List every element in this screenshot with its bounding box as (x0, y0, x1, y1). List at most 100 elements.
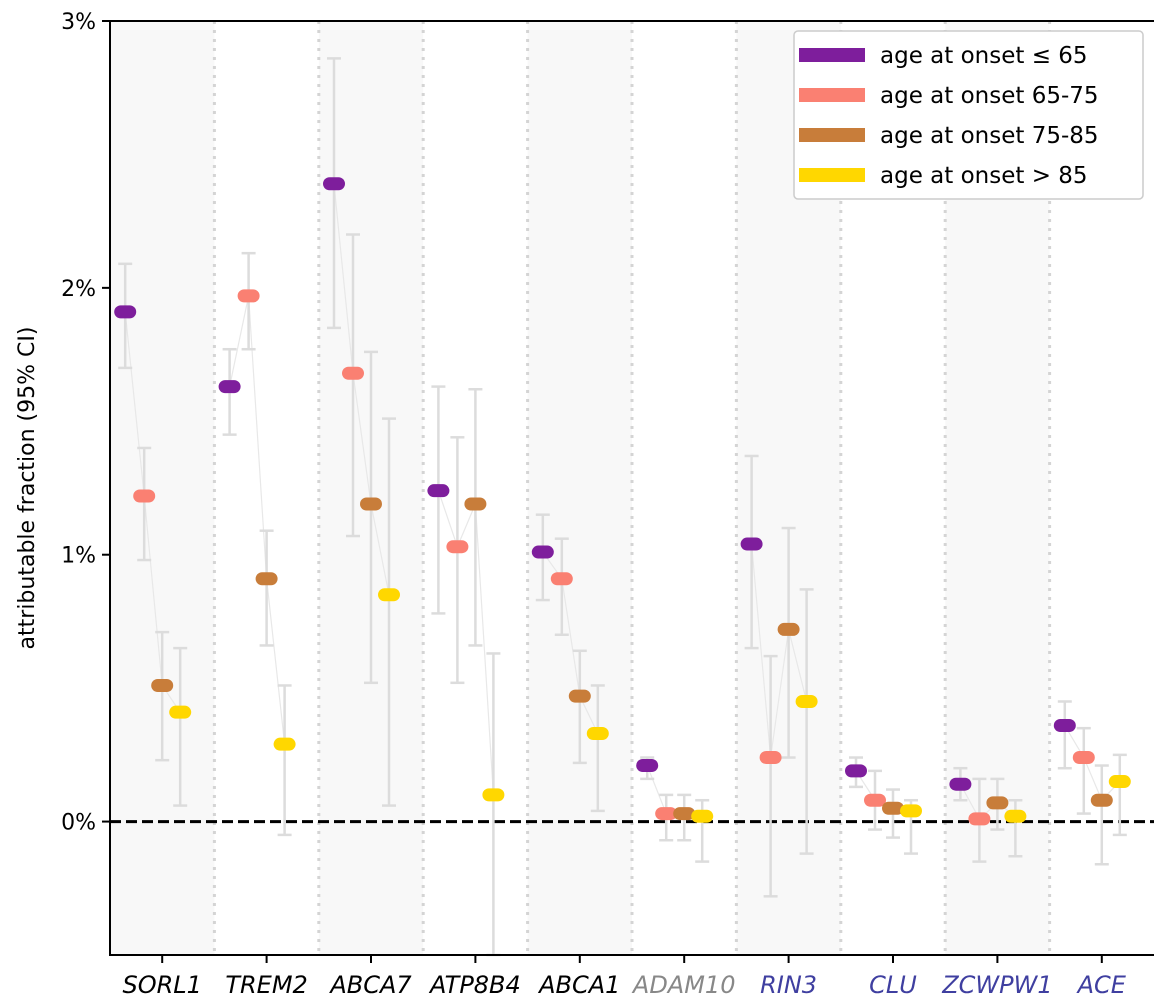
marker-ZCWPW1-1 (968, 812, 991, 826)
error-bar-SORL1-1 (137, 446, 152, 562)
marker-ZCWPW1-2 (986, 796, 1009, 810)
legend-label-0: age at onset ≤ 65 (880, 43, 1088, 69)
connector-ABCA1 (542, 551, 599, 734)
error-bar-ATP8B4-1 (450, 436, 465, 685)
gene-label-SORL1: SORL1 (122, 971, 201, 999)
error-bar-ABCA7-3 (382, 417, 396, 807)
error-bar-ACE-0 (1057, 700, 1072, 770)
marker-ADAM10-3 (691, 809, 714, 823)
error-bar-ACE-2 (1094, 764, 1109, 866)
connector-ATP8B4 (437, 490, 494, 795)
error-bar-ATP8B4-2 (468, 388, 483, 647)
error-bar-ADAM10-3 (695, 798, 710, 863)
marker-ABCA7-3 (378, 588, 400, 602)
connector-TREM2 (229, 295, 286, 745)
marker-ZCWPW1-3 (1004, 809, 1027, 823)
marker-ACE-3 (1108, 775, 1131, 789)
marker-ABCA1-1 (550, 572, 573, 586)
y-tick-label: 3% (61, 10, 96, 35)
marker-TREM2-1 (237, 289, 260, 303)
gene-label-ADAM10: ADAM10 (631, 971, 736, 999)
marker-CLU-2 (882, 801, 904, 815)
connector-SORL1 (124, 311, 181, 713)
legend-swatch-3 (799, 168, 865, 182)
error-bar-ABCA1-1 (554, 537, 569, 637)
y-axis-label: attributable fraction (95% CI) (15, 327, 40, 650)
error-bar-RIN3-0 (744, 454, 759, 650)
band-ABCA1 (527, 21, 632, 955)
marker-RIN3-0 (740, 537, 763, 551)
gene-label-RIN3: RIN3 (760, 971, 817, 999)
error-bar-ZCWPW1-3 (1008, 798, 1023, 858)
marker-ACE-0 (1053, 719, 1076, 733)
marker-ATP8B4-2 (464, 497, 487, 511)
y-tick-label: 2% (61, 277, 96, 302)
error-bar-ACE-3 (1112, 753, 1127, 837)
error-bar-ABCA7-0 (327, 57, 341, 330)
error-bar-RIN3-2 (781, 526, 796, 759)
gene-label-ABCA7: ABCA7 (328, 971, 412, 999)
error-bar-TREM2-3 (277, 684, 292, 837)
error-bar-ACE-1 (1076, 726, 1091, 815)
marker-ABCA7-0 (323, 177, 345, 191)
marker-ADAM10-2 (673, 807, 696, 821)
data-markers (114, 177, 1131, 826)
marker-TREM2-2 (255, 572, 278, 586)
band-SORL1 (110, 21, 215, 955)
legend-swatch-2 (799, 128, 865, 142)
error-bar-ABCA7-1 (346, 233, 360, 538)
marker-RIN3-1 (759, 751, 782, 765)
marker-CLU-3 (900, 804, 922, 818)
marker-CLU-0 (845, 764, 867, 778)
marker-ADAM10-0 (636, 759, 659, 773)
gene-label-ACE: ACE (1076, 971, 1127, 999)
gene-label-ABCA1: ABCA1 (537, 971, 620, 999)
gene-label-TREM2: TREM2 (225, 971, 307, 999)
error-bar-ABCA7-2 (364, 350, 378, 685)
marker-SORL1-1 (133, 489, 156, 503)
connector-ABCA7 (333, 183, 390, 595)
marker-ABCA1-2 (568, 689, 591, 703)
gene-label-CLU: CLU (869, 971, 917, 999)
connector-ACE (1064, 725, 1121, 802)
marker-ADAM10-1 (655, 807, 678, 821)
marker-ABCA1-0 (531, 545, 554, 559)
error-bar-ATP8B4-0 (431, 385, 446, 615)
marker-SORL1-3 (169, 705, 192, 719)
error-bar-ATP8B4-3 (486, 652, 501, 957)
marker-SORL1-0 (114, 305, 137, 319)
legend-swatch-1 (799, 88, 865, 102)
marker-RIN3-3 (795, 694, 818, 708)
y-tick-label: 0% (61, 811, 96, 836)
marker-RIN3-2 (777, 622, 800, 636)
y-axis: 0% 1% 2% 3% (61, 10, 110, 836)
gene-label-ZCWPW1: ZCWPW1 (941, 971, 1052, 999)
marker-ACE-2 (1090, 793, 1113, 807)
marker-ACE-1 (1072, 751, 1095, 765)
error-bar-RIN3-3 (799, 588, 814, 855)
connector-ZCWPW1 (959, 783, 1016, 820)
x-axis: SORL1 TREM2 ABCA7 ATP8B4 ABCA1 ADAM10 RIN3 CLU Z… (122, 955, 1127, 999)
legend: age at onset ≤ 65 age at onset 65-75 age a… (793, 30, 1144, 200)
plot-frame (109, 20, 1154, 956)
connector-RIN3 (751, 543, 808, 758)
error-bar-ABCA1-2 (572, 649, 587, 765)
gene-label-ATP8B4: ATP8B4 (428, 971, 521, 999)
error-bar-ABCA1-3 (590, 684, 605, 813)
legend-label-1: age at onset 65-75 (880, 83, 1099, 109)
error-bar-RIN3-1 (763, 654, 778, 898)
legend-swatch-0 (799, 48, 865, 62)
marker-SORL1-2 (151, 678, 174, 692)
marker-ABCA7-2 (360, 497, 382, 511)
marker-ABCA1-3 (586, 727, 609, 741)
error-bar-SORL1-3 (173, 646, 188, 807)
marker-ABCA7-1 (342, 366, 364, 380)
marker-ATP8B4-1 (446, 540, 469, 554)
error-bar-TREM2-2 (259, 529, 274, 647)
legend-box (793, 30, 1144, 200)
marker-CLU-1 (864, 793, 886, 807)
marker-ATP8B4-0 (427, 484, 450, 498)
legend-label-3: age at onset > 85 (880, 163, 1088, 189)
marker-TREM2-0 (218, 380, 241, 394)
